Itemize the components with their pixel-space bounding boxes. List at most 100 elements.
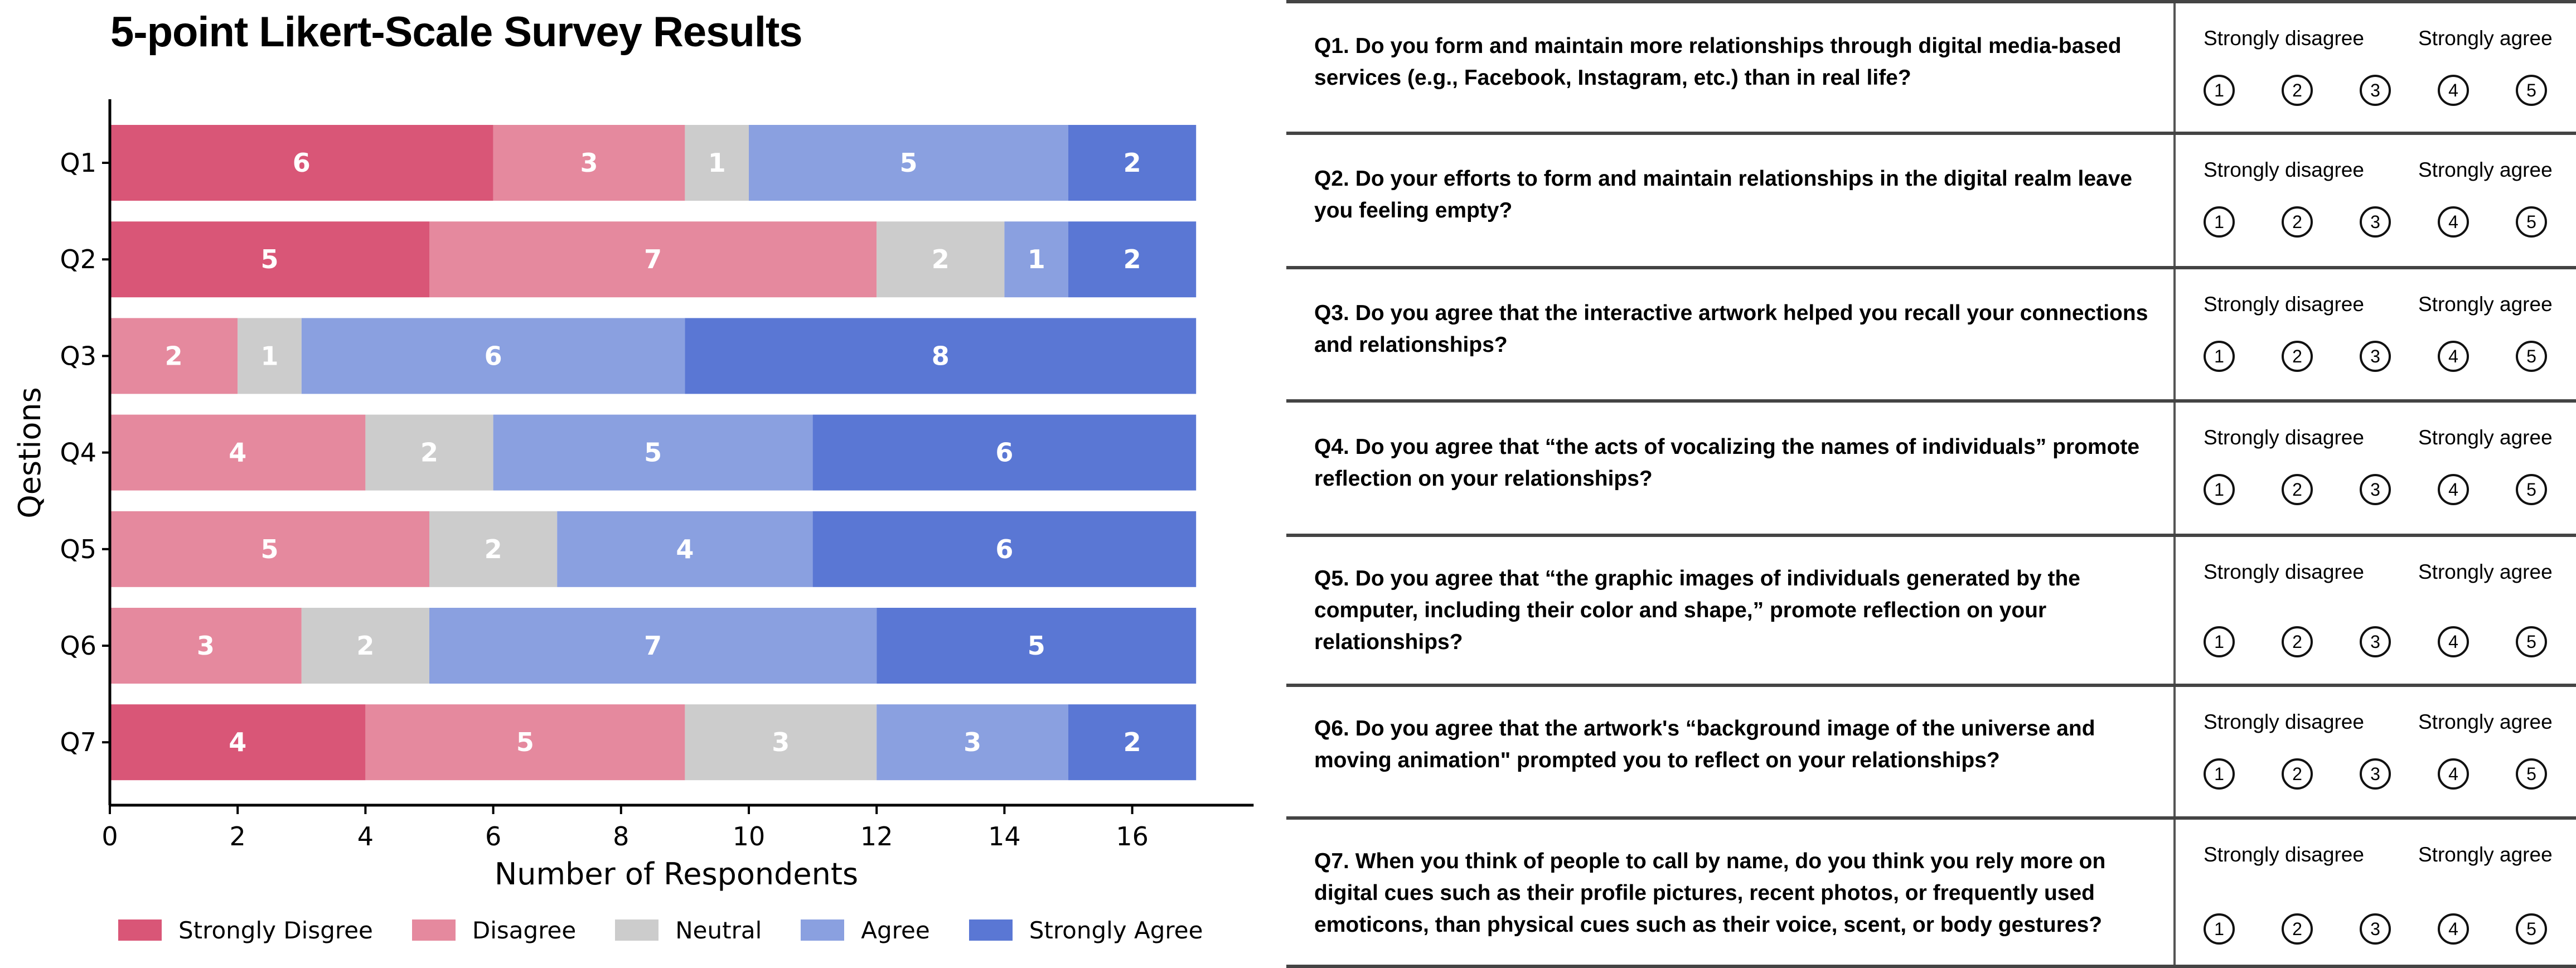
- scale-option-4[interactable]: 4: [2438, 626, 2469, 657]
- scale-option-5[interactable]: 5: [2516, 913, 2547, 945]
- scale-option-1[interactable]: 1: [2204, 75, 2235, 106]
- bar-segment-q2-strongly-disgree: [110, 221, 429, 298]
- bar-value-label: 3: [197, 631, 215, 661]
- bar-segment-q4-disagree: [110, 414, 366, 491]
- scale-option-5[interactable]: 5: [2516, 206, 2547, 238]
- scale-option-5[interactable]: 5: [2516, 474, 2547, 505]
- likert-scale: Strongly disagree Strongly agree 1 2 3 4 5: [2173, 269, 2576, 399]
- question-row-q7: Q7. When you think of people to call by …: [1286, 816, 2576, 968]
- bar-segment-q2-agree: [1004, 221, 1068, 298]
- y-tick-label-q3: Q3: [60, 341, 96, 371]
- chart-title: 5-point Likert-Scale Survey Results: [110, 8, 803, 56]
- bar-segment-q2-disagree: [429, 221, 877, 298]
- question-text: Q3. Do you agree that the interactive ar…: [1314, 301, 2148, 357]
- x-tick-label-0: 0: [101, 821, 118, 851]
- bar-value-label: 4: [229, 727, 246, 757]
- scale-option-2[interactable]: 2: [2282, 758, 2313, 790]
- bar-row-q6: 3 2 7 5: [110, 608, 1197, 684]
- scale-label-strongly-disagree: Strongly disagree: [2204, 560, 2364, 583]
- scale-option-2[interactable]: 2: [2282, 913, 2313, 945]
- bar-segment-q4-strongly-agree: [812, 414, 1197, 491]
- bar-value-label: 1: [1028, 244, 1045, 274]
- legend-item-strongly-disgree: Strongly Disgree: [118, 917, 373, 944]
- scale-option-4[interactable]: 4: [2438, 341, 2469, 372]
- scale-option-4[interactable]: 4: [2438, 474, 2469, 505]
- scale-option-5[interactable]: 5: [2516, 758, 2547, 790]
- scale-options: 1 2 3 4 5: [2204, 758, 2547, 790]
- scale-option-3[interactable]: 3: [2360, 758, 2391, 790]
- scale-option-3[interactable]: 3: [2360, 341, 2391, 372]
- scale-label-strongly-agree: Strongly agree: [2418, 560, 2553, 583]
- bar-value-label: 3: [963, 727, 981, 757]
- scale-option-4[interactable]: 4: [2438, 758, 2469, 790]
- scale-option-4[interactable]: 4: [2438, 206, 2469, 238]
- scale-option-2[interactable]: 2: [2282, 341, 2313, 372]
- bar-segment-q1-strongly-disgree: [110, 125, 493, 201]
- x-tick-label-8: 8: [613, 821, 629, 851]
- bar-value-label: 2: [932, 244, 950, 274]
- bar-segment-q1-strongly-agree: [1068, 125, 1197, 201]
- legend-item-neutral: Neutral: [615, 917, 762, 944]
- question-text: Q2. Do your efforts to form and maintain…: [1314, 167, 2133, 222]
- scale-option-2[interactable]: 2: [2282, 75, 2313, 106]
- legend-swatch: [969, 919, 1013, 941]
- scale-label-strongly-disagree: Strongly disagree: [2204, 158, 2364, 181]
- legend-swatch: [411, 919, 456, 941]
- legend-label: Strongly Agree: [1029, 916, 1203, 944]
- scale-option-4[interactable]: 4: [2438, 75, 2469, 106]
- legend-swatch: [118, 919, 162, 941]
- scale-label-strongly-disagree: Strongly disagree: [2204, 710, 2364, 733]
- bar-segment-q7-strongly-disgree: [110, 704, 366, 781]
- scale-option-4[interactable]: 4: [2438, 913, 2469, 945]
- bar-value-label: 6: [293, 148, 311, 178]
- bar-segment-q5-strongly-agree: [812, 511, 1197, 587]
- scale-option-2[interactable]: 2: [2282, 206, 2313, 238]
- scale-option-3[interactable]: 3: [2360, 913, 2391, 945]
- scale-option-2[interactable]: 2: [2282, 474, 2313, 505]
- scale-option-1[interactable]: 1: [2204, 758, 2235, 790]
- bar-segment-q3-agree: [301, 318, 685, 394]
- legend-swatch: [615, 919, 659, 941]
- question-row-q4: Q4. Do you agree that “the acts of vocal…: [1286, 399, 2576, 534]
- scale-option-1[interactable]: 1: [2204, 474, 2235, 505]
- legend-item-agree: Agree: [801, 916, 930, 944]
- bar-segment-q1-neutral: [685, 125, 749, 201]
- likert-chart: 5-point Likert-Scale Survey Results 6 3 1 5…: [0, 0, 1277, 968]
- scale-label-strongly-disagree: Strongly disagree: [2204, 426, 2364, 449]
- bar-segment-q2-strongly-agree: [1068, 221, 1197, 298]
- bar-segment-q6-agree: [429, 608, 877, 684]
- bar-segment-q4-neutral: [365, 414, 493, 491]
- bar-value-label: 2: [420, 438, 438, 468]
- scale-option-1[interactable]: 1: [2204, 626, 2235, 657]
- scale-option-3[interactable]: 3: [2360, 474, 2391, 505]
- question-row-q1: Q1. Do you form and maintain more relati…: [1286, 0, 2576, 132]
- question-row-q2: Q2. Do your efforts to form and maintain…: [1286, 132, 2576, 266]
- y-tick-label-q6: Q6: [60, 631, 96, 661]
- bar-segment-q3-neutral: [238, 318, 302, 394]
- scale-option-5[interactable]: 5: [2516, 341, 2547, 372]
- bar-value-label: 6: [995, 534, 1013, 564]
- bar-row-q2: 5 7 2 1 2: [110, 221, 1197, 298]
- scale-option-3[interactable]: 3: [2360, 75, 2391, 106]
- bar-value-label: 5: [516, 727, 534, 757]
- legend-label: Agree: [861, 916, 930, 944]
- bar-value-label: 1: [708, 148, 726, 178]
- bar-segment-q6-disagree: [110, 608, 302, 684]
- scale-option-3[interactable]: 3: [2360, 626, 2391, 657]
- legend-swatch: [801, 919, 845, 941]
- scale-option-5[interactable]: 5: [2516, 626, 2547, 657]
- bar-value-label: 1: [260, 341, 278, 371]
- scale-option-1[interactable]: 1: [2204, 913, 2235, 945]
- scale-option-3[interactable]: 3: [2360, 206, 2391, 238]
- scale-option-1[interactable]: 1: [2204, 341, 2235, 372]
- scale-option-1[interactable]: 1: [2204, 206, 2235, 238]
- scale-option-5[interactable]: 5: [2516, 75, 2547, 106]
- x-axis-title: Number of Respondents: [495, 856, 858, 892]
- bar-value-label: 5: [1028, 631, 1045, 661]
- scale-option-2[interactable]: 2: [2282, 626, 2313, 657]
- bar-segment-q5-disagree: [110, 511, 429, 587]
- scale-label-strongly-disagree: Strongly disagree: [2204, 293, 2364, 316]
- y-tick-label-q7: Q7: [60, 727, 96, 757]
- bar-value-label: 4: [229, 438, 246, 468]
